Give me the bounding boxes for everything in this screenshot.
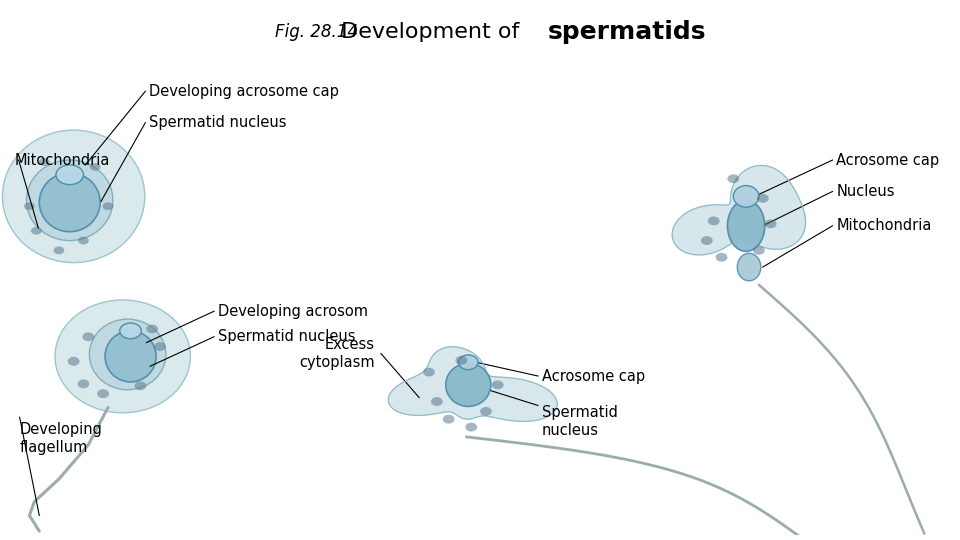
Text: Excess
cytoplasm: Excess cytoplasm — [300, 338, 375, 370]
Ellipse shape — [445, 363, 491, 407]
Text: Developing acrosome cap: Developing acrosome cap — [149, 84, 339, 99]
Text: Mitochondria: Mitochondria — [14, 152, 110, 167]
Text: Acrosome cap: Acrosome cap — [836, 152, 940, 167]
Text: spermatids: spermatids — [548, 21, 707, 44]
Text: Development of: Development of — [334, 23, 526, 43]
Ellipse shape — [728, 174, 739, 183]
Ellipse shape — [134, 381, 146, 390]
Ellipse shape — [756, 194, 769, 202]
Ellipse shape — [120, 323, 141, 339]
Text: Acrosome cap: Acrosome cap — [541, 368, 645, 383]
Ellipse shape — [54, 246, 64, 254]
Ellipse shape — [78, 380, 89, 388]
Text: Developing
flagellum: Developing flagellum — [19, 422, 103, 455]
Text: Spermatid nucleus: Spermatid nucleus — [149, 115, 287, 130]
Ellipse shape — [39, 173, 100, 232]
Ellipse shape — [455, 356, 468, 364]
Ellipse shape — [733, 186, 758, 207]
Ellipse shape — [24, 202, 35, 210]
Ellipse shape — [56, 165, 84, 185]
Text: Spermatid
nucleus: Spermatid nucleus — [541, 406, 618, 438]
Ellipse shape — [715, 253, 728, 262]
Ellipse shape — [89, 319, 166, 390]
Ellipse shape — [701, 236, 712, 245]
Ellipse shape — [708, 217, 720, 225]
Ellipse shape — [431, 397, 443, 406]
Ellipse shape — [103, 202, 113, 210]
Ellipse shape — [737, 253, 761, 281]
Text: Mitochondria: Mitochondria — [836, 218, 932, 233]
Polygon shape — [672, 165, 805, 255]
Polygon shape — [388, 347, 557, 421]
Ellipse shape — [105, 331, 156, 382]
Ellipse shape — [38, 158, 50, 166]
Ellipse shape — [68, 357, 80, 366]
Ellipse shape — [423, 368, 435, 376]
Ellipse shape — [459, 355, 478, 370]
Ellipse shape — [492, 381, 504, 389]
Ellipse shape — [97, 389, 109, 398]
Ellipse shape — [78, 237, 89, 245]
Text: Fig. 28.14: Fig. 28.14 — [275, 23, 358, 42]
Ellipse shape — [31, 227, 41, 235]
Ellipse shape — [3, 130, 145, 262]
Ellipse shape — [728, 200, 765, 251]
Ellipse shape — [155, 342, 166, 351]
Ellipse shape — [27, 160, 113, 240]
Text: Developing acrosom: Developing acrosom — [218, 303, 368, 319]
Ellipse shape — [55, 300, 190, 413]
Ellipse shape — [146, 325, 158, 333]
Ellipse shape — [753, 246, 765, 255]
Ellipse shape — [765, 219, 777, 228]
Ellipse shape — [480, 407, 492, 416]
Ellipse shape — [90, 163, 101, 171]
Ellipse shape — [83, 332, 94, 341]
Ellipse shape — [466, 423, 477, 431]
Ellipse shape — [443, 415, 454, 424]
Text: Nucleus: Nucleus — [836, 184, 895, 199]
Text: Spermatid nucleus: Spermatid nucleus — [218, 329, 355, 345]
